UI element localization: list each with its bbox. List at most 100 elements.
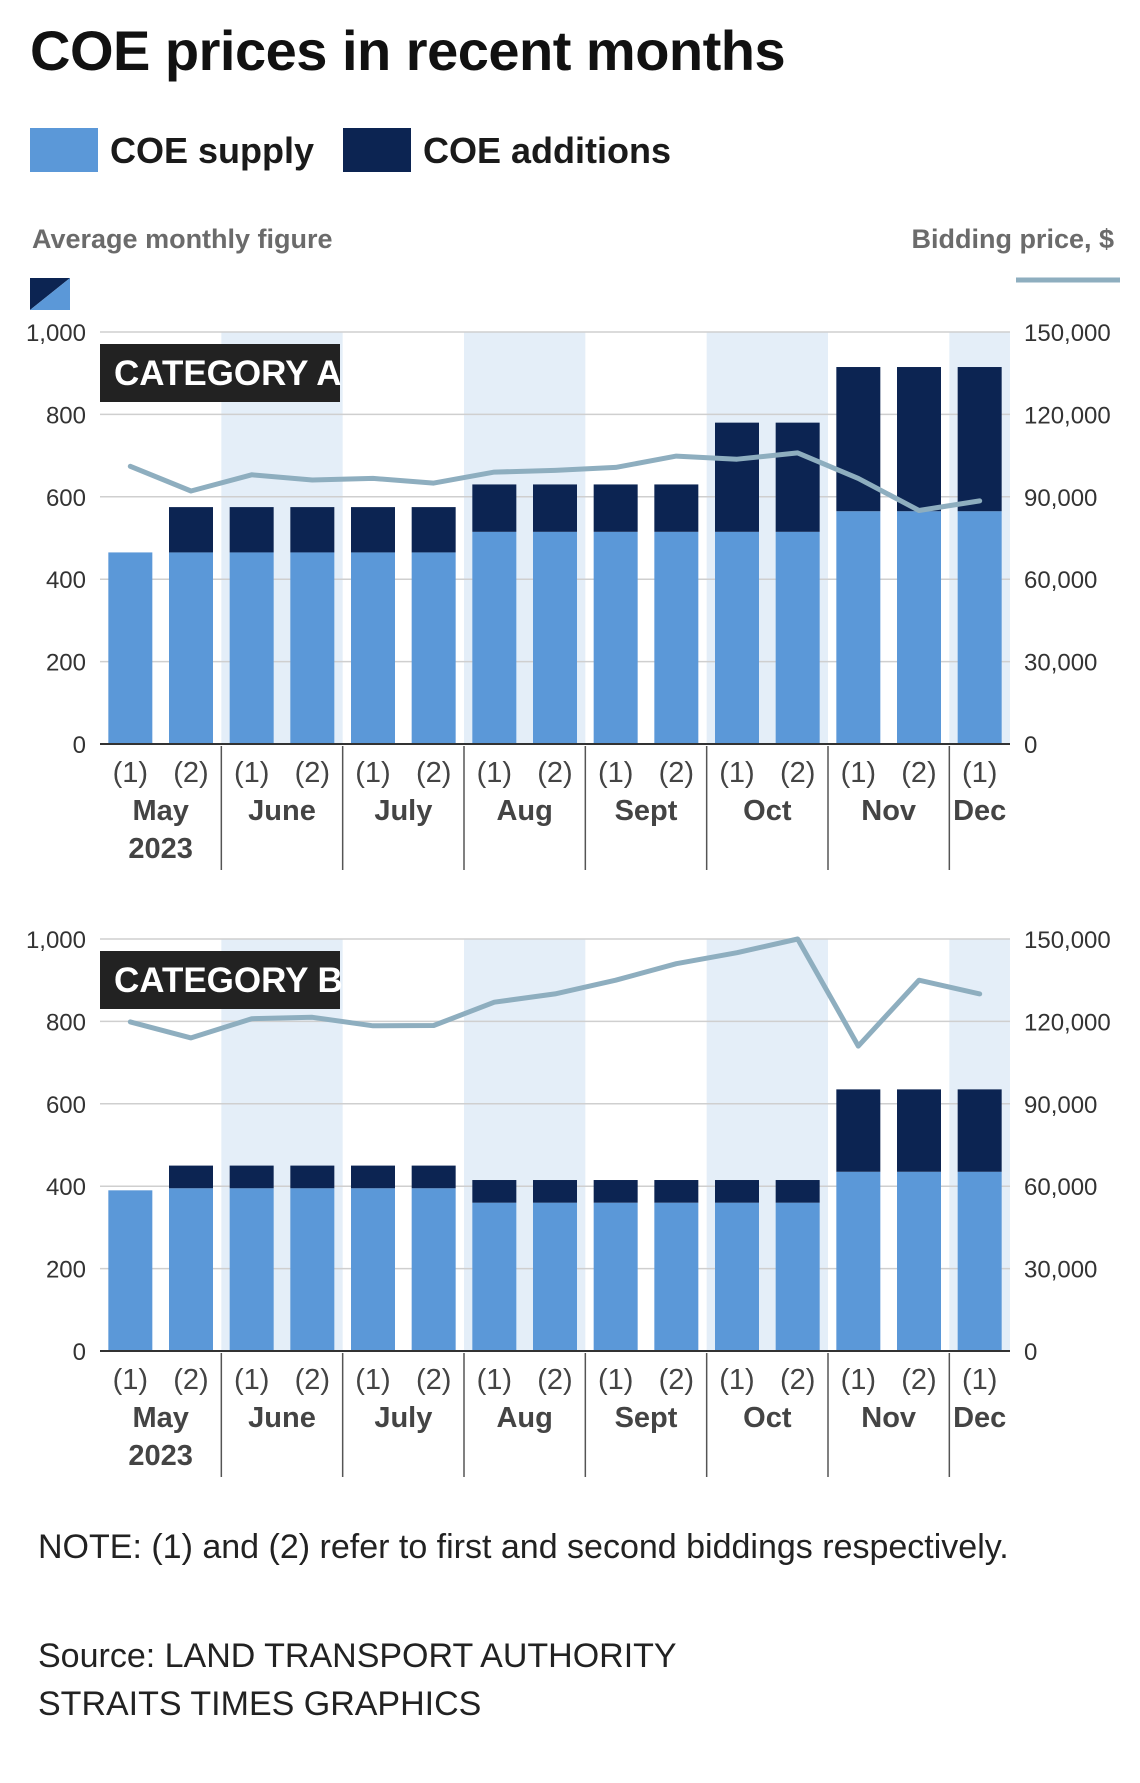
month-label: Nov bbox=[861, 1402, 916, 1434]
round-label: (1) bbox=[598, 757, 633, 789]
round-label: (1) bbox=[477, 757, 512, 789]
bar-supply bbox=[897, 511, 941, 744]
category-tag-bg bbox=[100, 344, 340, 402]
y-tick-label: 200 bbox=[46, 1257, 86, 1284]
round-label: (1) bbox=[113, 1364, 148, 1396]
round-label: (2) bbox=[537, 757, 572, 789]
month-label: Nov bbox=[861, 795, 916, 827]
round-label: (1) bbox=[477, 1364, 512, 1396]
source-line-1: Source: LAND TRANSPORT AUTHORITY bbox=[38, 1637, 677, 1675]
y-tick-label: 1,000 bbox=[26, 320, 86, 347]
bar-additions bbox=[654, 1180, 699, 1203]
y2-tick-label: 30,000 bbox=[1024, 1257, 1097, 1284]
bar-supply bbox=[715, 531, 759, 744]
bar-supply bbox=[169, 552, 213, 744]
y2-tick-label: 150,000 bbox=[1024, 927, 1111, 954]
round-label: (2) bbox=[901, 1364, 936, 1396]
y2-tick-label: 30,000 bbox=[1024, 650, 1097, 677]
round-label: (2) bbox=[780, 1364, 815, 1396]
footnote: NOTE: (1) and (2) refer to first and sec… bbox=[38, 1528, 1009, 1566]
bar-additions bbox=[836, 1089, 881, 1172]
legend-additions-swatch bbox=[343, 128, 411, 172]
bar-supply bbox=[775, 1202, 820, 1351]
month-label: June bbox=[248, 1402, 316, 1434]
bar-additions bbox=[351, 507, 395, 553]
bar-supply bbox=[654, 1202, 699, 1351]
bar-supply bbox=[593, 1202, 638, 1351]
bar-additions bbox=[593, 1180, 638, 1203]
y2-tick-label: 150,000 bbox=[1024, 320, 1111, 347]
bar-supply bbox=[229, 1188, 274, 1351]
bar-additions bbox=[957, 1089, 1002, 1172]
bar-additions bbox=[472, 1180, 517, 1203]
y2-tick-label: 90,000 bbox=[1024, 485, 1097, 512]
bar-additions bbox=[229, 1165, 274, 1189]
round-label: (1) bbox=[234, 757, 269, 789]
round-label: (1) bbox=[355, 757, 390, 789]
category-tag-label: CATEGORY A bbox=[114, 354, 342, 393]
y-tick-label: 0 bbox=[73, 1339, 86, 1366]
round-label: (1) bbox=[234, 1364, 269, 1396]
round-label: (2) bbox=[537, 1364, 572, 1396]
round-label: (2) bbox=[780, 757, 815, 789]
bidding-price-line bbox=[127, 936, 983, 1049]
bar-supply bbox=[169, 1188, 213, 1351]
month-label: May bbox=[132, 795, 188, 827]
y2-tick-label: 90,000 bbox=[1024, 1092, 1097, 1119]
bar-additions bbox=[897, 367, 941, 512]
round-label: (2) bbox=[295, 757, 330, 789]
chart-title: COE prices in recent months bbox=[30, 19, 786, 82]
month-label: June bbox=[248, 795, 316, 827]
y-tick-label: 600 bbox=[46, 1092, 86, 1119]
round-label: (1) bbox=[719, 1364, 754, 1396]
round-label: (2) bbox=[416, 1364, 451, 1396]
y-tick-label: 800 bbox=[46, 1009, 86, 1036]
bar-additions bbox=[654, 484, 699, 532]
y-tick-label: 400 bbox=[46, 567, 86, 594]
month-label: Dec bbox=[953, 1402, 1006, 1434]
bar-additions bbox=[290, 507, 335, 553]
bar-supply bbox=[533, 531, 577, 744]
legend-icon-supply bbox=[30, 278, 70, 310]
legend-supply-swatch bbox=[30, 128, 98, 172]
bar-supply bbox=[472, 1202, 517, 1351]
round-label: (1) bbox=[719, 757, 754, 789]
bar-supply bbox=[351, 552, 395, 744]
bar-supply bbox=[290, 1188, 335, 1351]
bar-supply bbox=[351, 1188, 395, 1351]
month-label: Dec bbox=[953, 795, 1006, 827]
y2-tick-label: 60,000 bbox=[1024, 567, 1097, 594]
y-tick-label: 600 bbox=[46, 485, 86, 512]
bar-supply bbox=[290, 552, 335, 744]
month-label: July bbox=[374, 795, 432, 827]
bar-additions bbox=[229, 507, 274, 553]
bar-additions bbox=[897, 1089, 941, 1172]
bar-supply bbox=[715, 1202, 759, 1351]
bar-supply bbox=[411, 552, 456, 744]
month-label: Aug bbox=[496, 1402, 552, 1434]
round-label: (2) bbox=[295, 1364, 330, 1396]
y-tick-label: 0 bbox=[73, 732, 86, 759]
month-label: Sept bbox=[615, 1402, 678, 1434]
y2-tick-label: 120,000 bbox=[1024, 1009, 1111, 1036]
bar-additions bbox=[836, 367, 881, 512]
bar-additions bbox=[715, 422, 759, 532]
source-credit: Source: LAND TRANSPORT AUTHORITY STRAITS… bbox=[38, 1632, 677, 1728]
year-label: 2023 bbox=[128, 1440, 193, 1472]
round-label: (1) bbox=[962, 1364, 997, 1396]
category-tag-label: CATEGORY B bbox=[114, 961, 343, 1000]
bar-additions bbox=[715, 1180, 759, 1203]
y-tick-label: 1,000 bbox=[26, 927, 86, 954]
month-label: May bbox=[132, 1402, 188, 1434]
bar-additions bbox=[411, 507, 456, 553]
y-tick-label: 400 bbox=[46, 1174, 86, 1201]
month-label: Oct bbox=[743, 1402, 792, 1434]
left-axis-note: Average monthly figure bbox=[32, 224, 333, 254]
month-label: Sept bbox=[615, 795, 678, 827]
bar-supply bbox=[108, 1190, 153, 1351]
y-tick-label: 200 bbox=[46, 650, 86, 677]
round-label: (2) bbox=[659, 1364, 694, 1396]
charts-svg: 0 0 200 30,000 400 60,000 600 90,000 800 120,000 1… bbox=[26, 277, 1120, 1477]
month-label: July bbox=[374, 1402, 432, 1434]
bar-additions bbox=[169, 1165, 213, 1189]
